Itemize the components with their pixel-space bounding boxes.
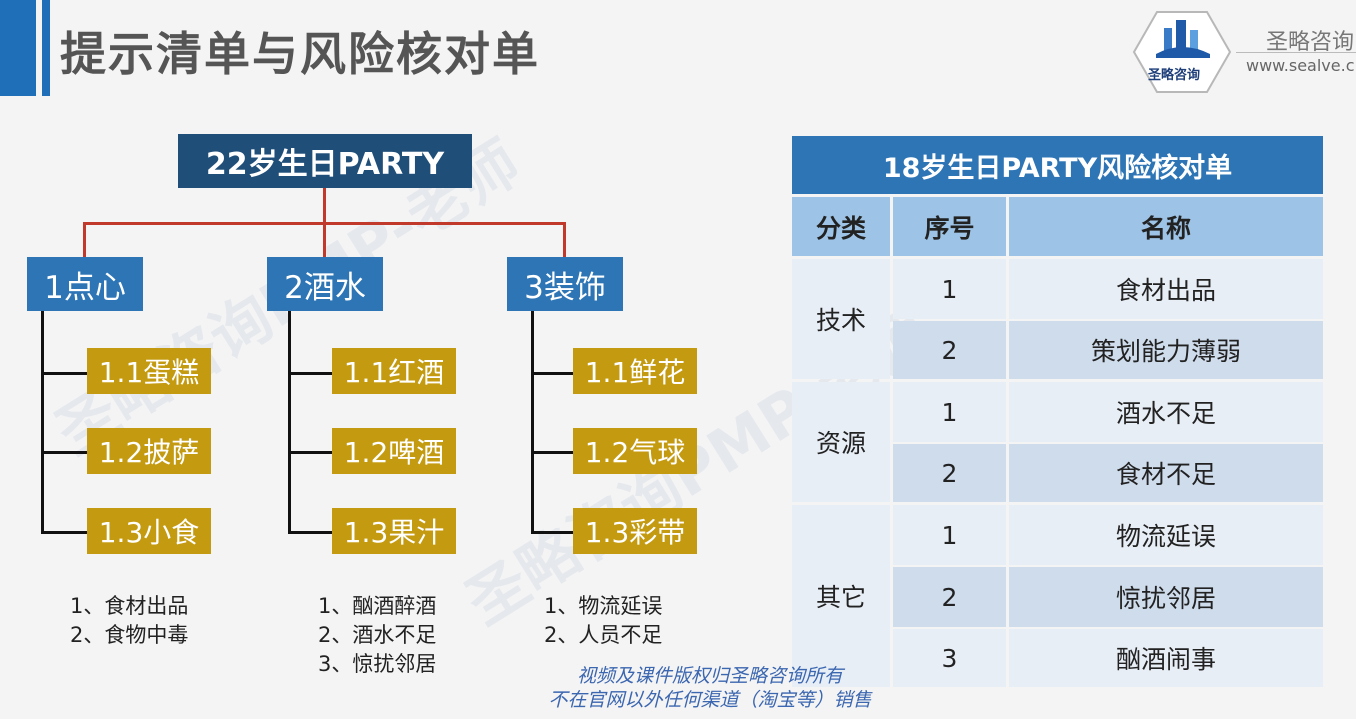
tree-root: 22岁生日PARTY <box>178 134 472 188</box>
risk-item: 1、物流延误 <box>544 594 663 618</box>
table-cell-number: 1 <box>893 382 1006 442</box>
category-1: 1点心 <box>27 257 143 311</box>
connector-line <box>531 531 573 534</box>
leaf-item: 1.3小食 <box>87 508 211 554</box>
risk-item: 3、惊扰邻居 <box>318 652 437 676</box>
risk-item: 2、食物中毒 <box>70 623 189 647</box>
connector-line <box>531 451 573 454</box>
leaf-item: 1.2披萨 <box>87 428 211 474</box>
connector-line <box>323 188 326 224</box>
brand-name: 圣略咨询 <box>1266 30 1355 55</box>
risk-item: 1、酗酒醉酒 <box>318 594 437 618</box>
connector-line <box>531 311 534 534</box>
table-cell-number: 2 <box>893 567 1006 627</box>
table-cell-name: 酒水不足 <box>1009 382 1323 442</box>
leaf-item: 1.3果汁 <box>332 508 456 554</box>
table-cell-number: 2 <box>893 444 1006 502</box>
risk-list-3: 1、物流延误 2、人员不足 <box>544 592 662 650</box>
connector-line <box>41 372 87 375</box>
connector-line <box>288 372 332 375</box>
leaf-item: 1.3彩带 <box>573 508 697 554</box>
checklist-title: 18岁生日PARTY风险核对单 <box>792 136 1323 194</box>
category-3: 3装饰 <box>507 257 623 311</box>
table-cell-name: 惊扰邻居 <box>1009 567 1323 627</box>
copyright-notice: 视频及课件版权归圣略咨询所有 不在官网以外任何渠道（淘宝等）销售 <box>430 664 990 712</box>
table-cell-number: 2 <box>893 321 1006 379</box>
brand-url: www.sealve.c <box>1246 56 1355 75</box>
logo: 圣略咨询 <box>1132 10 1232 94</box>
connector-line <box>41 451 87 454</box>
connector-line <box>563 222 566 258</box>
table-header-category: 分类 <box>792 197 890 256</box>
leaf-item: 1.2啤酒 <box>332 428 456 474</box>
table-header-number: 序号 <box>893 197 1006 256</box>
leaf-item: 1.1红酒 <box>332 348 456 394</box>
risk-item: 1、食材出品 <box>70 594 189 618</box>
table-cell-name: 物流延误 <box>1009 505 1323 565</box>
table-cell-number: 3 <box>893 629 1006 687</box>
table-cell-name: 策划能力薄弱 <box>1009 321 1323 379</box>
leaf-item: 1.1鲜花 <box>573 348 697 394</box>
table-header-name: 名称 <box>1009 197 1323 256</box>
logo-text: 圣略咨询 <box>1148 68 1201 83</box>
table-group-category: 资源 <box>792 382 890 502</box>
table-cell-name: 食材不足 <box>1009 444 1323 502</box>
copyright-line: 不在官网以外任何渠道（淘宝等）销售 <box>548 689 872 711</box>
page-title: 提示清单与风险核对单 <box>60 27 540 81</box>
leaf-item: 1.2气球 <box>573 428 697 474</box>
title-accent-bar <box>0 0 50 96</box>
leaf-item: 1.1蛋糕 <box>87 348 211 394</box>
connector-line <box>41 311 44 534</box>
connector-line <box>288 451 332 454</box>
table-cell-number: 1 <box>893 505 1006 565</box>
table-cell-name: 酗酒闹事 <box>1009 629 1323 687</box>
category-2: 2酒水 <box>267 257 383 311</box>
table-group-category: 其它 <box>792 505 890 687</box>
risk-item: 2、酒水不足 <box>318 623 437 647</box>
logo-hexagon-icon <box>1132 11 1232 93</box>
connector-line <box>288 311 291 534</box>
connector-line <box>288 531 332 534</box>
connector-line <box>531 372 573 375</box>
connector-line <box>323 222 326 258</box>
table-cell-name: 食材出品 <box>1009 259 1323 319</box>
brand-divider <box>1236 52 1356 53</box>
risk-list-2: 1、酗酒醉酒 2、酒水不足 3、惊扰邻居 <box>318 592 436 679</box>
table-cell-number: 1 <box>893 259 1006 319</box>
copyright-line: 视频及课件版权归圣略咨询所有 <box>576 665 843 687</box>
risk-item: 2、人员不足 <box>544 623 663 647</box>
connector-line <box>41 531 87 534</box>
risk-list-1: 1、食材出品 2、食物中毒 <box>70 592 188 650</box>
table-group-category: 技术 <box>792 259 890 379</box>
connector-line <box>83 222 86 258</box>
